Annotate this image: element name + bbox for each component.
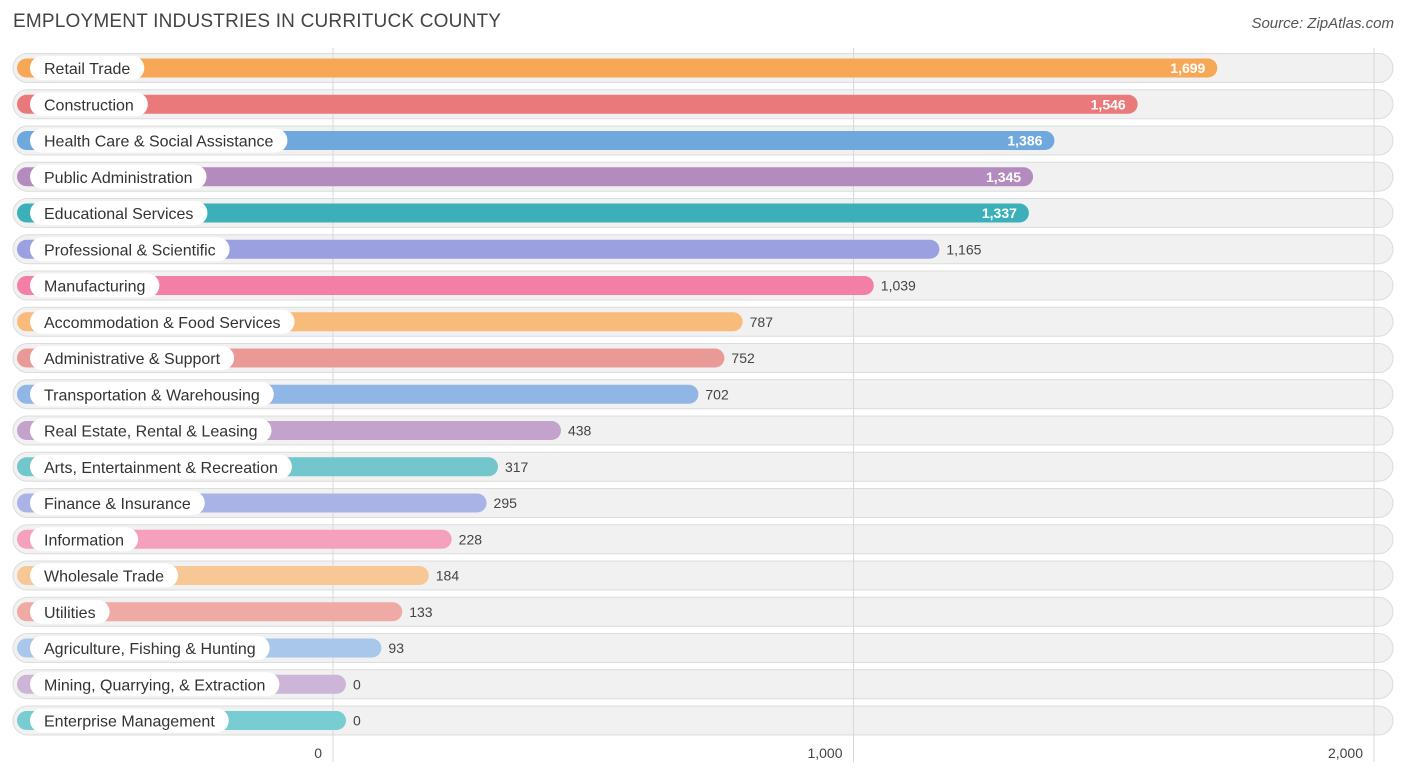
value-label: 295 bbox=[494, 495, 518, 511]
value-label: 228 bbox=[459, 531, 483, 547]
category-label-pill bbox=[30, 563, 179, 588]
value-label: 702 bbox=[705, 386, 729, 402]
bar-group: Administrative & Support 752 bbox=[17, 346, 755, 370]
category-label-pill bbox=[30, 92, 148, 117]
bar-group: Wholesale Trade 184 bbox=[17, 563, 460, 588]
bar-group: Educational Services 1,337 bbox=[17, 201, 1029, 225]
category-label: Professional & Scientific bbox=[44, 242, 216, 259]
value-label: 0 bbox=[353, 676, 361, 692]
bar-group: Utilities 133 bbox=[17, 599, 433, 624]
category-label-pill bbox=[30, 237, 230, 262]
value-label: 1,546 bbox=[1091, 96, 1126, 112]
category-label-pill bbox=[30, 454, 292, 479]
category-label: Retail Trade bbox=[44, 61, 130, 78]
x-tick-label: 1,000 bbox=[807, 745, 842, 761]
value-label: 1,386 bbox=[1007, 133, 1042, 149]
bar-group: Agriculture, Fishing & Hunting 93 bbox=[17, 636, 404, 660]
category-label: Utilities bbox=[44, 605, 96, 622]
x-tick-label: 2,000 bbox=[1328, 745, 1363, 761]
value-label: 1,165 bbox=[946, 241, 981, 257]
category-label: Transportation & Warehousing bbox=[44, 387, 260, 404]
value-label: 317 bbox=[505, 459, 529, 475]
category-label: Wholesale Trade bbox=[44, 569, 164, 586]
bar-group: Information 228 bbox=[17, 527, 483, 552]
value-label: 438 bbox=[568, 423, 592, 439]
category-label-pill bbox=[30, 273, 160, 298]
value-label: 1,345 bbox=[986, 169, 1021, 185]
category-label-pill bbox=[30, 128, 288, 153]
value-label: 1,337 bbox=[982, 205, 1017, 221]
value-label: 184 bbox=[436, 568, 460, 584]
bar-group: Manufacturing 1,039 bbox=[17, 273, 916, 298]
source-credit: Source: ZipAtlas.com bbox=[1251, 15, 1394, 32]
bar-group: Public Administration 1,345 bbox=[17, 164, 1034, 189]
category-label: Public Administration bbox=[44, 170, 193, 187]
category-label-pill bbox=[30, 636, 270, 660]
category-label-pill bbox=[30, 309, 295, 334]
category-label: Mining, Quarrying, & Extraction bbox=[44, 677, 265, 694]
category-label-pill bbox=[30, 418, 272, 443]
bar bbox=[17, 602, 403, 622]
category-label: Educational Services bbox=[44, 206, 193, 223]
category-label: Arts, Entertainment & Recreation bbox=[44, 460, 278, 477]
bar bbox=[17, 167, 1034, 187]
value-label: 0 bbox=[353, 713, 361, 729]
bar bbox=[17, 276, 874, 295]
category-label-pill bbox=[30, 56, 145, 80]
bar-group: Accommodation & Food Services 787 bbox=[17, 309, 774, 334]
bar-group: Construction 1,546 bbox=[17, 92, 1138, 117]
category-label: Health Care & Social Assistance bbox=[44, 134, 274, 151]
bar-group: Mining, Quarrying, & Extraction 0 bbox=[17, 672, 361, 697]
bar-group: Real Estate, Rental & Leasing 438 bbox=[17, 418, 592, 443]
category-label: Finance & Insurance bbox=[44, 496, 191, 513]
chart-title: EMPLOYMENT INDUSTRIES IN CURRITUCK COUNT… bbox=[13, 11, 502, 32]
category-label-pill bbox=[30, 491, 205, 515]
bar bbox=[17, 203, 1029, 223]
x-tick-label: 0 bbox=[314, 745, 322, 761]
value-label: 133 bbox=[409, 604, 433, 620]
bar-group: Health Care & Social Assistance 1,386 bbox=[17, 128, 1055, 153]
category-label-pill bbox=[30, 346, 235, 370]
bar bbox=[17, 239, 940, 259]
bar-group: Transportation & Warehousing 702 bbox=[17, 382, 729, 407]
category-label: Real Estate, Rental & Leasing bbox=[44, 424, 257, 441]
category-label: Administrative & Support bbox=[44, 351, 221, 368]
category-label-pill bbox=[30, 382, 274, 407]
bar-group: Professional & Scientific 1,165 bbox=[17, 237, 982, 262]
row-background bbox=[12, 669, 1394, 700]
row-background bbox=[12, 705, 1394, 736]
category-label-pill bbox=[30, 527, 139, 552]
category-label-pill bbox=[30, 672, 280, 697]
category-label-pill bbox=[30, 708, 229, 733]
category-label-pill bbox=[30, 599, 110, 624]
category-label-pill bbox=[30, 201, 208, 225]
category-label: Construction bbox=[44, 97, 134, 114]
value-label: 787 bbox=[750, 314, 774, 330]
category-label: Enterprise Management bbox=[44, 714, 215, 731]
value-label: 1,039 bbox=[881, 278, 916, 294]
category-label: Manufacturing bbox=[44, 279, 145, 296]
bar bbox=[17, 58, 1218, 78]
bar-group: Arts, Entertainment & Recreation 317 bbox=[17, 454, 529, 479]
value-label: 93 bbox=[388, 640, 404, 656]
value-label: 752 bbox=[731, 350, 755, 366]
bar-group: Retail Trade 1,699 bbox=[17, 56, 1218, 80]
bar bbox=[17, 94, 1138, 114]
value-label: 1,699 bbox=[1170, 60, 1205, 76]
bar-group: Finance & Insurance 295 bbox=[17, 491, 517, 515]
category-label: Information bbox=[44, 532, 124, 549]
category-label-pill bbox=[30, 164, 207, 189]
bar-group: Enterprise Management 0 bbox=[17, 708, 361, 733]
category-label: Agriculture, Fishing & Hunting bbox=[44, 641, 256, 658]
category-label: Accommodation & Food Services bbox=[44, 315, 281, 332]
